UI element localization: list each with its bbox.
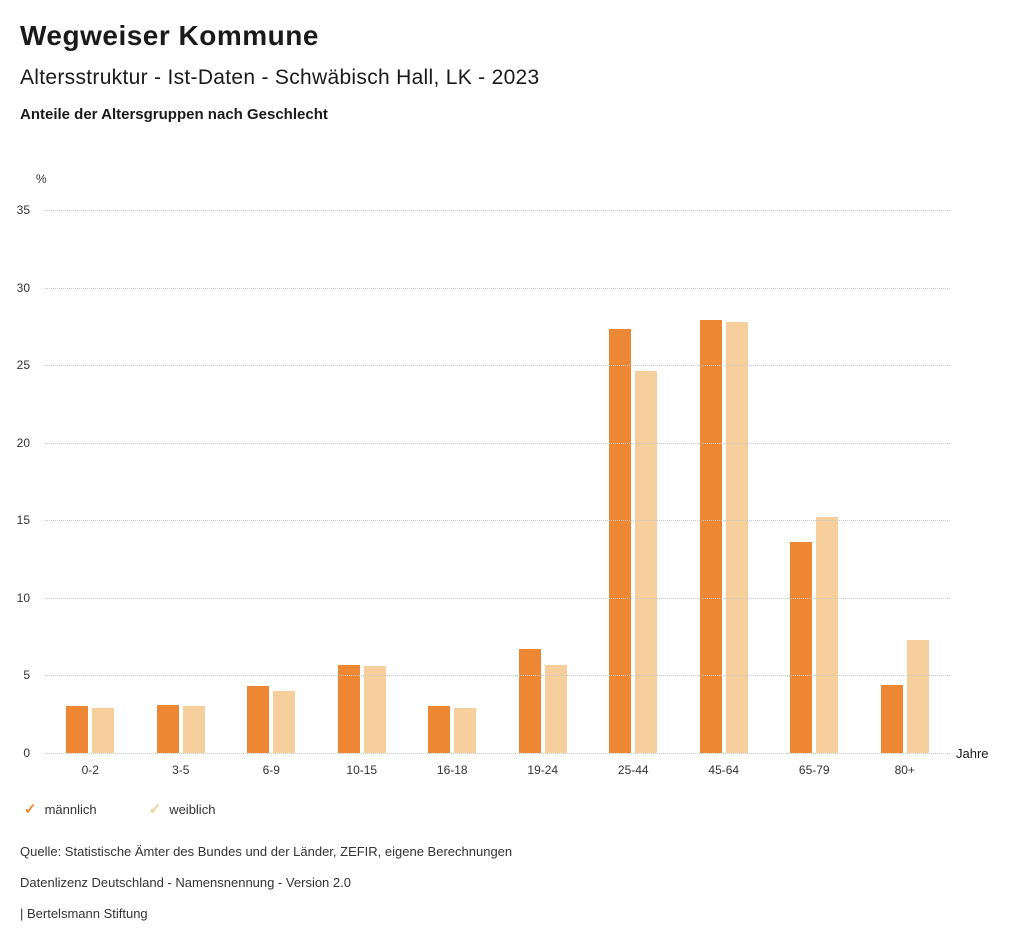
bar-männlich-80+[interactable] [880, 684, 903, 753]
chart-plot-area: 0-2 3-5 6-9 10-15 16-18 19-24 25-44 45-64 65-79 8… [45, 210, 951, 777]
x-tick-label-45-64: 45-64 [708, 763, 740, 777]
bar-weiblich-80+[interactable] [906, 639, 929, 753]
checkmark-icon: ✓ [24, 801, 37, 818]
legend-label: weiblich [169, 802, 216, 817]
bar-männlich-16-18[interactable] [428, 706, 451, 753]
gridline-30 [45, 287, 950, 289]
x-tick-label-6-9: 6-9 [262, 763, 280, 777]
bar-männlich-65-79[interactable] [790, 542, 813, 753]
gridline-15 [45, 520, 950, 522]
attribution-text: | Bertelsmann Stiftung [20, 906, 148, 921]
bar-männlich-0-2[interactable] [66, 706, 89, 753]
y-tick-label-25: 25 [16, 358, 30, 373]
x-axis-unit-label: Jahre [956, 746, 989, 761]
x-tick-label-25-44: 25-44 [617, 763, 649, 777]
bar-group-25-44: 25-44 [588, 210, 679, 777]
bar-weiblich-45-64[interactable] [725, 321, 748, 753]
source-text: Quelle: Statistische Ämter des Bundes un… [20, 844, 513, 859]
y-tick-label-30: 30 [16, 280, 30, 295]
bar-weiblich-25-44[interactable] [635, 371, 658, 753]
legend-item-männlich[interactable]: ✓ männlich [24, 802, 97, 817]
bar-group-80+: 80+ [860, 210, 951, 777]
bar-weiblich-16-18[interactable] [454, 708, 477, 753]
y-tick-label-0: 0 [23, 746, 30, 760]
bar-männlich-25-44[interactable] [609, 329, 632, 753]
gridline-25 [45, 365, 950, 367]
gridline-35 [45, 210, 950, 211]
bar-group-0-2: 0-2 [45, 210, 136, 777]
x-tick-label-65-79: 65-79 [798, 763, 830, 777]
y-tick-label-15: 15 [16, 513, 30, 528]
y-tick-label-10: 10 [16, 590, 30, 605]
chart-legend: ✓ männlich ✓ weiblich [24, 802, 215, 817]
page-title: Wegweiser Kommune [20, 20, 319, 51]
bar-group-65-79: 65-79 [769, 210, 860, 777]
gridline-10 [45, 597, 950, 599]
license-text: Datenlizenz Deutschland - Namensnennung … [20, 875, 351, 890]
bar-weiblich-19-24[interactable] [544, 664, 567, 753]
bar-groups: 0-2 3-5 6-9 10-15 16-18 19-24 25-44 45-64 65-79 8… [45, 210, 951, 777]
x-tick-label-19-24: 19-24 [527, 763, 559, 777]
bar-weiblich-3-5[interactable] [182, 706, 205, 753]
bar-weiblich-6-9[interactable] [273, 690, 296, 753]
bar-group-45-64: 45-64 [679, 210, 770, 777]
y-tick-label-35: 35 [16, 203, 30, 217]
bar-weiblich-65-79[interactable] [816, 517, 839, 753]
bar-männlich-10-15[interactable] [337, 664, 360, 753]
checkmark-icon: ✓ [148, 801, 162, 818]
x-tick-label-3-5: 3-5 [172, 763, 190, 777]
bar-group-6-9: 6-9 [226, 210, 317, 777]
bar-männlich-6-9[interactable] [247, 686, 270, 753]
bar-group-10-15: 10-15 [317, 210, 408, 777]
y-axis: 0 5 10 15 20 25 30 35 [0, 203, 34, 760]
bar-weiblich-0-2[interactable] [92, 708, 115, 753]
gridline-5 [45, 675, 950, 677]
x-tick-label-0-2: 0-2 [81, 763, 99, 777]
bar-weiblich-10-15[interactable] [363, 666, 386, 753]
bar-männlich-45-64[interactable] [699, 320, 722, 753]
legend-item-weiblich[interactable]: ✓ weiblich [149, 802, 216, 817]
x-tick-label-10-15: 10-15 [346, 763, 378, 777]
bar-männlich-3-5[interactable] [156, 704, 179, 753]
chart-title: Anteile der Altersgruppen nach Geschlech… [20, 106, 328, 123]
gridline-20 [45, 442, 950, 444]
legend-label: männlich [44, 802, 97, 817]
y-axis-unit-label: % [36, 172, 47, 186]
gridline-0 [45, 753, 950, 754]
x-tick-label-80+: 80+ [894, 763, 915, 777]
bar-group-3-5: 3-5 [136, 210, 227, 777]
y-tick-label-20: 20 [16, 435, 30, 450]
x-tick-label-16-18: 16-18 [436, 763, 468, 777]
bar-group-16-18: 16-18 [407, 210, 498, 777]
bar-männlich-19-24[interactable] [518, 649, 541, 753]
y-tick-label-5: 5 [23, 668, 30, 683]
page-subtitle: Altersstruktur - Ist-Daten - Schwäbisch … [20, 66, 540, 89]
bar-group-19-24: 19-24 [498, 210, 589, 777]
